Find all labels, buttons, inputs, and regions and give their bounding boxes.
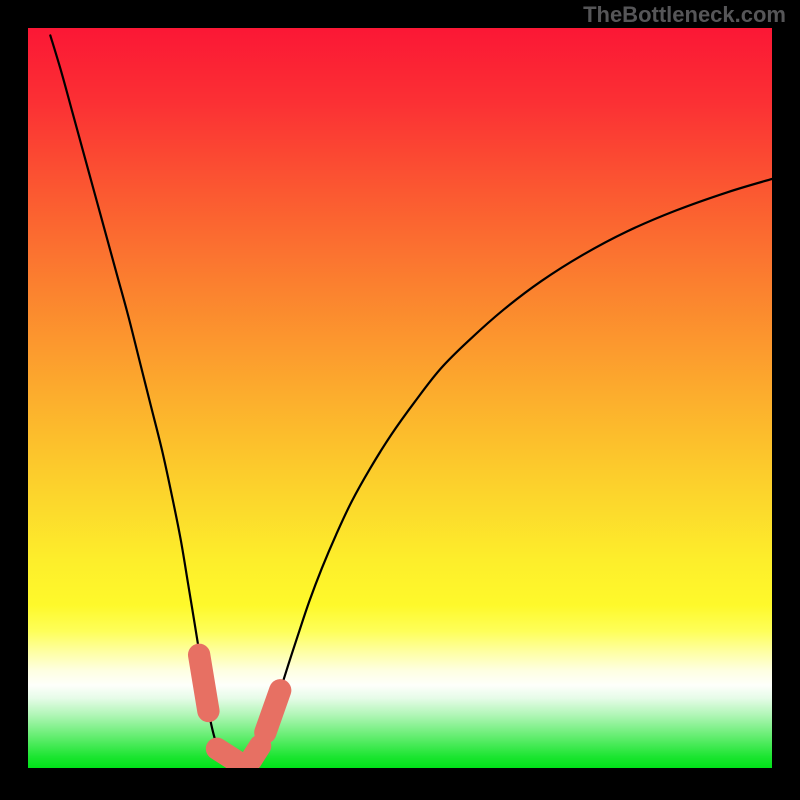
watermark-text: TheBottleneck.com: [583, 0, 800, 28]
bottleneck-chart: [28, 28, 772, 768]
